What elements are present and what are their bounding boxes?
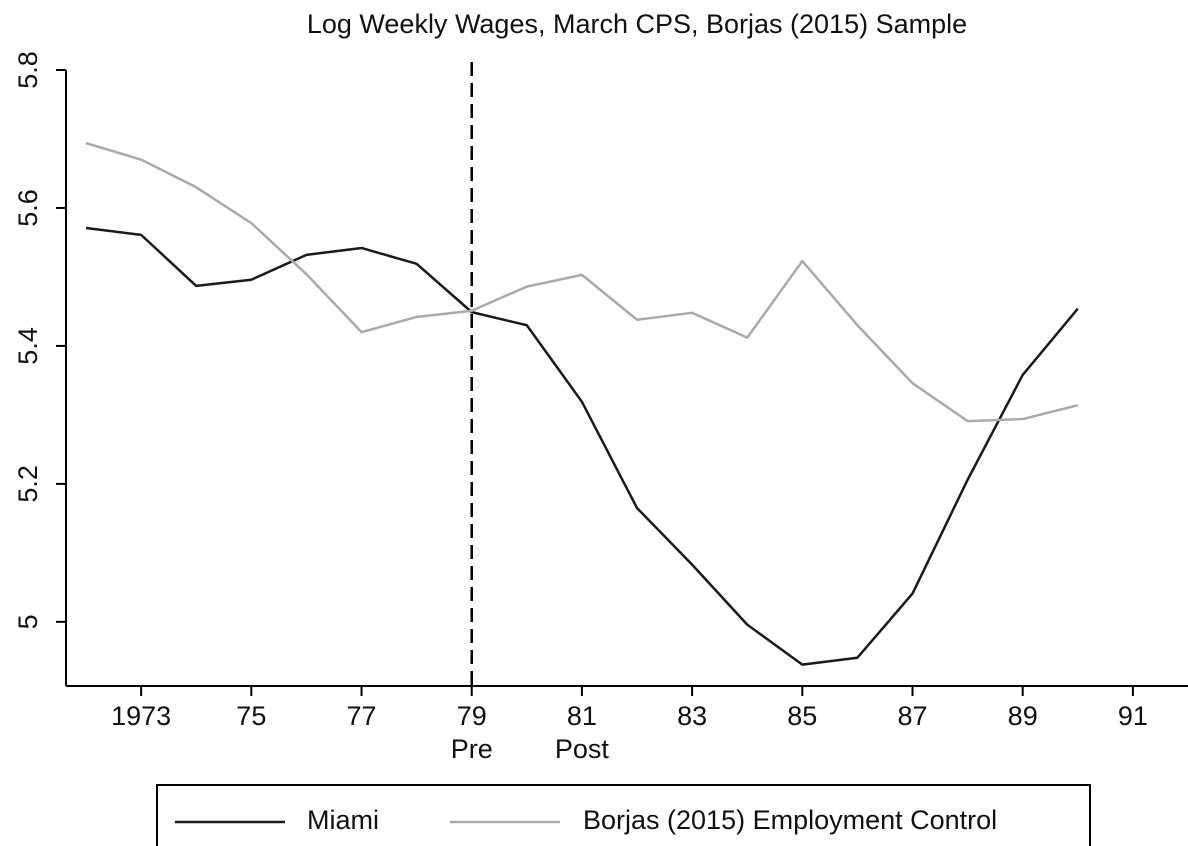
series-line [85, 226, 1079, 666]
y-tick-label: 5.2 [13, 465, 43, 503]
x-tick-label: 91 [1118, 701, 1148, 731]
legend-box [156, 784, 1091, 846]
y-tick-label: 5 [13, 614, 43, 629]
y-tick-label: 5.6 [13, 189, 43, 227]
y-tick-label: 5.4 [13, 327, 43, 365]
x-tick-label: 1973 [111, 701, 171, 731]
x-tick-label: 89 [1008, 701, 1038, 731]
x-tick-label: 77 [347, 701, 377, 731]
x-tick-label: 81 [567, 701, 597, 731]
legend-label: Miami [307, 805, 379, 835]
x-tick-label: 87 [897, 701, 927, 731]
series-line [85, 141, 1079, 423]
annotation: Post [555, 734, 610, 764]
x-tick-label: 79 [457, 701, 487, 731]
chart-title: Log Weekly Wages, March CPS, Borjas (201… [307, 9, 967, 39]
x-tick-label: 75 [236, 701, 266, 731]
y-tick-label: 5.8 [13, 51, 43, 89]
x-tick-label: 85 [787, 701, 817, 731]
annotation: Pre [451, 734, 493, 764]
x-tick-label: 83 [677, 701, 707, 731]
legend-label: Borjas (2015) Employment Control [583, 805, 997, 835]
